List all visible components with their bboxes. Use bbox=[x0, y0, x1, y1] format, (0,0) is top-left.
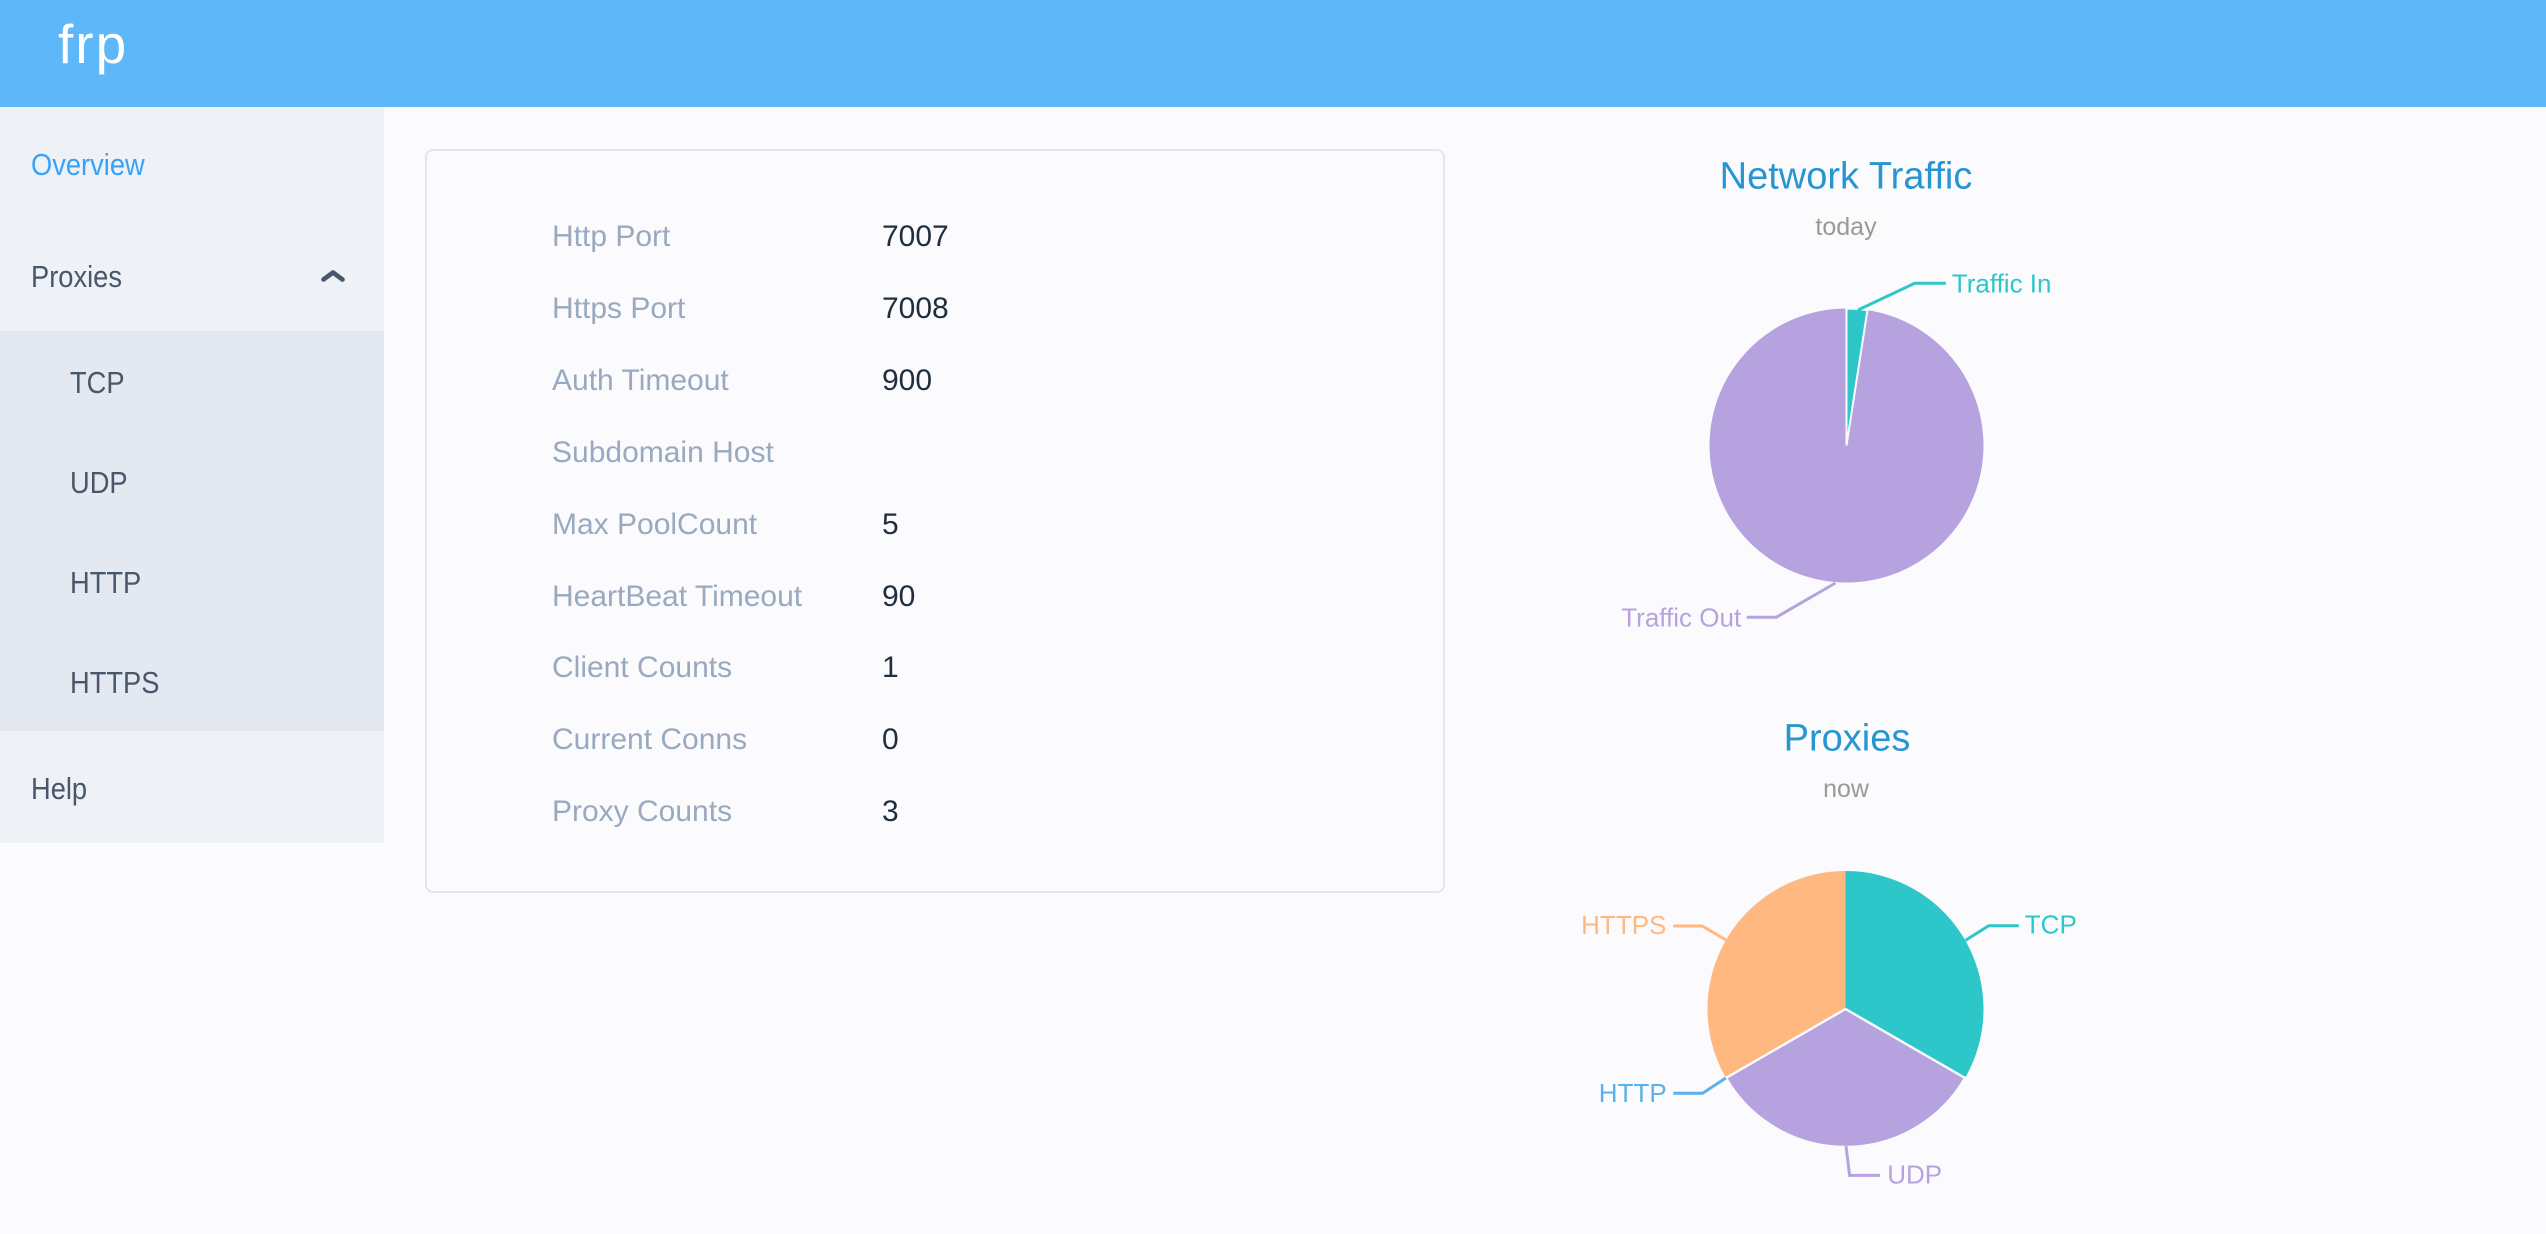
svg-text:TCP: TCP bbox=[2025, 910, 2077, 940]
svg-text:HTTP: HTTP bbox=[1599, 1078, 1667, 1108]
svg-text:UDP: UDP bbox=[1887, 1160, 1942, 1190]
svg-text:today: today bbox=[1815, 213, 1877, 241]
svg-text:Traffic Out: Traffic Out bbox=[1621, 603, 1742, 633]
svg-text:Network Traffic: Network Traffic bbox=[1720, 156, 1973, 198]
svg-text:HTTPS: HTTPS bbox=[1581, 910, 1666, 940]
svg-text:now: now bbox=[1823, 775, 1870, 803]
svg-text:Traffic In: Traffic In bbox=[1952, 268, 2052, 298]
svg-text:Proxies: Proxies bbox=[1784, 718, 1911, 760]
